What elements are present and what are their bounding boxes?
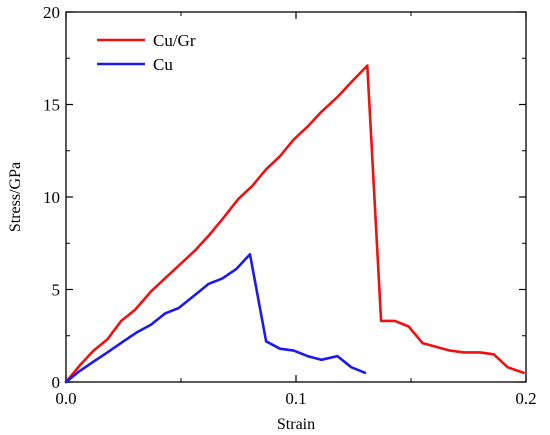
plot-frame — [65, 11, 527, 383]
legend-label-cu: Cu — [153, 55, 173, 74]
y-axis-ticks: 0 5 10 15 20 — [43, 3, 526, 392]
series-line-cu-gr — [64, 64, 526, 384]
series-layer — [64, 64, 526, 384]
x-tick-label: 0.2 — [515, 389, 536, 408]
series-line-cu — [64, 253, 367, 384]
x-tick-label: 0.1 — [285, 389, 306, 408]
y-tick-label: 20 — [43, 3, 60, 22]
y-tick-label: 15 — [43, 96, 60, 115]
x-tick-label: 0.0 — [55, 389, 76, 408]
x-axis-label: Strain — [277, 416, 315, 433]
legend: Cu/Gr Cu — [97, 31, 196, 74]
y-tick-label: 5 — [52, 281, 61, 300]
y-tick-label: 10 — [43, 188, 60, 207]
legend-label-cu-gr: Cu/Gr — [153, 31, 196, 50]
y-tick-label: 0 — [52, 373, 61, 392]
x-axis-ticks: 0.0 0.1 0.2 — [55, 12, 537, 408]
y-axis-label: Stress/GPa — [7, 162, 24, 232]
